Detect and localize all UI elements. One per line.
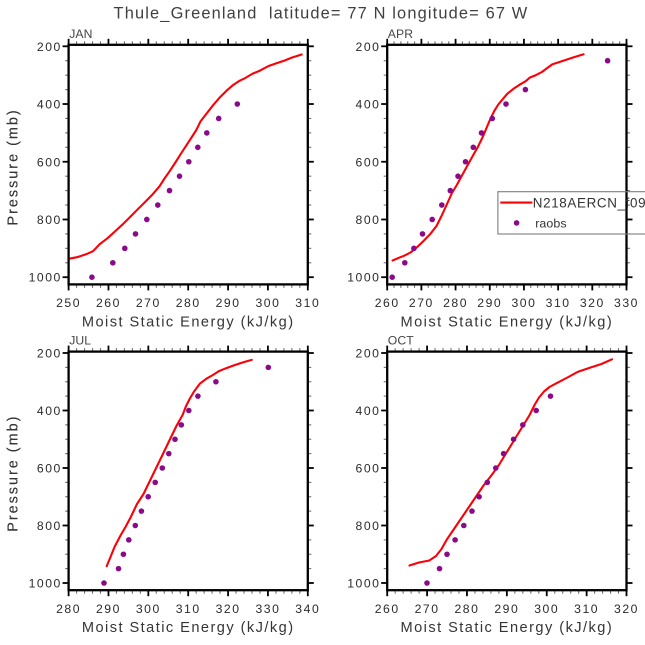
svg-text:APR: APR — [388, 27, 413, 41]
svg-text:200: 200 — [37, 347, 62, 361]
svg-text:1000: 1000 — [347, 271, 380, 285]
svg-text:Pressure (mb): Pressure (mb) — [5, 415, 21, 532]
svg-text:280: 280 — [176, 296, 201, 310]
svg-text:Moist Static Energy (kJ/kg): Moist Static Energy (kJ/kg) — [82, 314, 295, 330]
svg-text:1000: 1000 — [29, 577, 62, 591]
svg-text:400: 400 — [37, 404, 62, 418]
svg-text:Moist Static Energy (kJ/kg): Moist Static Energy (kJ/kg) — [400, 314, 613, 330]
svg-text:600: 600 — [356, 155, 381, 169]
svg-text:280: 280 — [56, 602, 81, 616]
svg-text:1000: 1000 — [347, 577, 380, 591]
svg-text:280: 280 — [454, 602, 479, 616]
svg-text:290: 290 — [494, 602, 519, 616]
svg-text:320: 320 — [216, 602, 241, 616]
svg-text:250: 250 — [56, 296, 81, 310]
svg-text:400: 400 — [37, 98, 62, 112]
svg-text:310: 310 — [574, 602, 599, 616]
svg-text:OCT: OCT — [388, 334, 414, 348]
svg-text:260: 260 — [96, 296, 121, 310]
svg-text:270: 270 — [409, 296, 434, 310]
svg-text:300: 300 — [255, 296, 280, 310]
svg-text:260: 260 — [375, 296, 400, 310]
svg-text:340: 340 — [295, 602, 320, 616]
svg-text:Pressure (mb): Pressure (mb) — [5, 108, 21, 225]
svg-text:600: 600 — [356, 462, 381, 476]
svg-text:200: 200 — [356, 40, 381, 54]
svg-text:310: 310 — [295, 296, 320, 310]
svg-text:330: 330 — [255, 602, 280, 616]
svg-text:200: 200 — [356, 347, 381, 361]
svg-text:300: 300 — [511, 296, 536, 310]
svg-text:310: 310 — [176, 602, 201, 616]
svg-text:800: 800 — [37, 519, 62, 533]
svg-text:N218AERCN_f09: N218AERCN_f09 — [533, 195, 645, 210]
svg-text:280: 280 — [443, 296, 468, 310]
svg-text:1000: 1000 — [29, 271, 62, 285]
svg-text:Thule_Greenland latitude= 77: Thule_Greenland latitude= 77 N longitude… — [114, 4, 529, 22]
svg-text:400: 400 — [356, 404, 381, 418]
svg-text:320: 320 — [614, 602, 639, 616]
svg-text:270: 270 — [415, 602, 440, 616]
svg-text:Moist Static Energy (kJ/kg): Moist Static Energy (kJ/kg) — [82, 620, 295, 636]
svg-text:310: 310 — [546, 296, 571, 310]
svg-text:raobs: raobs — [535, 217, 567, 231]
svg-text:200: 200 — [37, 40, 62, 54]
svg-text:260: 260 — [375, 602, 400, 616]
svg-text:300: 300 — [534, 602, 559, 616]
svg-text:600: 600 — [37, 155, 62, 169]
svg-text:330: 330 — [614, 296, 639, 310]
svg-text:600: 600 — [37, 462, 62, 476]
svg-text:Pressure (mb): Pressure (mb) — [5, 415, 21, 532]
svg-text:JAN: JAN — [69, 27, 92, 41]
svg-text:Moist Static Energy (kJ/kg): Moist Static Energy (kJ/kg) — [400, 620, 613, 636]
svg-text:800: 800 — [356, 213, 381, 227]
svg-text:320: 320 — [580, 296, 605, 310]
svg-text:JUL: JUL — [69, 334, 91, 348]
svg-text:Pressure (mb): Pressure (mb) — [5, 108, 21, 225]
svg-text:290: 290 — [477, 296, 502, 310]
svg-text:800: 800 — [37, 213, 62, 227]
svg-text:400: 400 — [356, 98, 381, 112]
svg-text:300: 300 — [136, 602, 161, 616]
svg-text:270: 270 — [136, 296, 161, 310]
svg-text:800: 800 — [356, 519, 381, 533]
svg-text:290: 290 — [216, 296, 241, 310]
svg-text:290: 290 — [96, 602, 121, 616]
